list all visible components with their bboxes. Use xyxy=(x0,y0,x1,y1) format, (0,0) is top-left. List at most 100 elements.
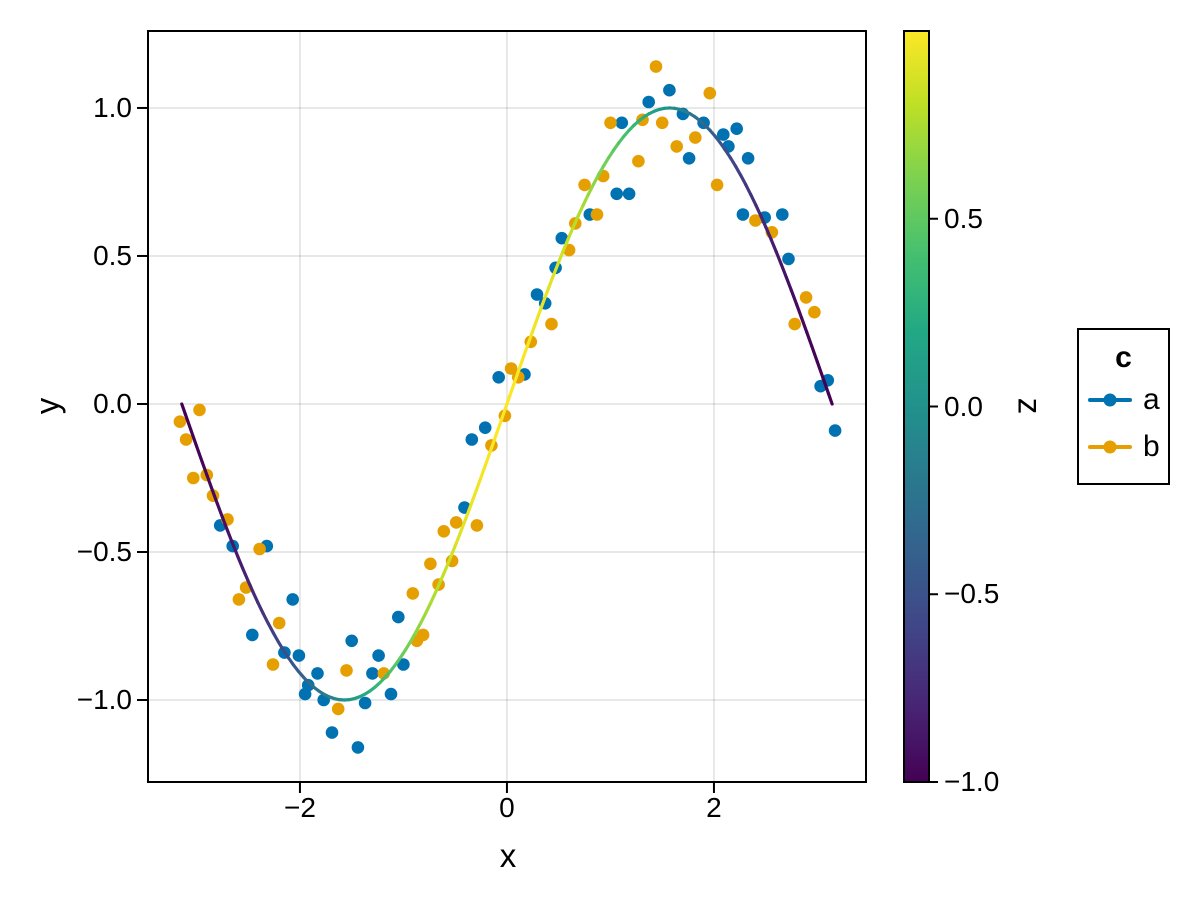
curve-segment xyxy=(789,289,799,306)
curve-segment xyxy=(821,376,831,396)
scatter-point-b xyxy=(749,214,762,227)
scatter-point-b xyxy=(710,178,724,192)
curve-segment xyxy=(449,541,458,558)
curve-segment xyxy=(230,541,240,558)
y-axis-label: y xyxy=(28,397,66,415)
curve-segment xyxy=(556,250,565,267)
curve-segment xyxy=(194,444,204,464)
colorbar-tick-label: 0.0 xyxy=(944,390,983,422)
scatter-point-a xyxy=(465,433,479,446)
curve-segment xyxy=(276,640,285,652)
y-tick-label: 0.0 xyxy=(93,387,132,419)
curve-segment xyxy=(418,611,428,625)
scatter-point-b xyxy=(703,86,717,100)
curve-segment xyxy=(200,460,209,478)
curve-segment xyxy=(495,416,504,435)
scatter-point-b xyxy=(406,587,420,600)
axis-ticks xyxy=(137,106,715,793)
sine-curve xyxy=(180,106,834,702)
scatter-point-a xyxy=(555,231,569,245)
scatter-point-a xyxy=(325,726,339,739)
scatter-point-b xyxy=(340,664,353,677)
curve-segment xyxy=(485,445,494,464)
curve-segment xyxy=(403,640,413,652)
curve-segment xyxy=(479,460,489,478)
curve-segment xyxy=(246,578,255,594)
scatter-point-b xyxy=(604,116,617,130)
curve-segment xyxy=(764,226,773,242)
curve-segment xyxy=(256,601,265,615)
curve-segment xyxy=(271,631,280,644)
curve-segment xyxy=(500,402,509,421)
colorbar-ticks xyxy=(929,217,938,783)
scatter-point-b xyxy=(504,362,518,375)
curve-segment xyxy=(261,611,270,625)
curve-segment xyxy=(535,302,545,320)
scatter-point-a xyxy=(392,610,405,624)
scatter-point-a xyxy=(642,95,655,109)
scatter-point-b xyxy=(788,317,801,331)
legend-title: c xyxy=(1115,341,1132,374)
scatter-point-a xyxy=(246,628,259,642)
scatter-point-a xyxy=(828,424,842,437)
scatter-point-b xyxy=(632,154,645,168)
scatter-point-b xyxy=(470,519,484,532)
curve-segment xyxy=(236,554,245,571)
scatter-point-a xyxy=(782,252,795,266)
scatter-point-a xyxy=(776,208,789,221)
scatter-point-a xyxy=(478,421,492,435)
scatter-point-a xyxy=(730,122,743,135)
scatter-point-a xyxy=(286,593,300,606)
legend-entry-b: b xyxy=(1079,423,1168,470)
y-tick-label: −0.5 xyxy=(76,535,132,567)
x-tick-label: 0 xyxy=(499,792,515,823)
curve-segment xyxy=(215,502,225,519)
scatter-point-a xyxy=(663,83,676,97)
curve-segment xyxy=(439,566,448,582)
curve-segment xyxy=(241,566,250,582)
scatter-point-a xyxy=(311,667,324,680)
curve-segment xyxy=(210,488,219,506)
scatter-point-a xyxy=(384,687,398,701)
scatter-point-a xyxy=(615,116,629,130)
curve-segment xyxy=(266,621,275,635)
scatter-point-b xyxy=(179,433,193,446)
colorbar-tick-label: 0.5 xyxy=(944,202,983,234)
curve-segment xyxy=(794,302,804,320)
scatter-point-a xyxy=(301,678,315,692)
curve-segment xyxy=(413,621,423,635)
scatter-point-b xyxy=(655,116,669,130)
curve-segment xyxy=(815,360,825,381)
curve-segment xyxy=(459,515,468,533)
curve-segment xyxy=(774,250,783,267)
curve-segment xyxy=(183,412,193,431)
curve-segment xyxy=(784,275,794,293)
x-tick-label: −2 xyxy=(283,792,316,823)
curve-segment xyxy=(769,237,778,254)
legend-marker-a xyxy=(1088,393,1132,406)
scatter-point-a xyxy=(345,634,359,648)
curve-segment xyxy=(540,289,550,306)
scatter-point-a xyxy=(351,741,365,754)
scatter-point-b xyxy=(578,178,591,192)
scatter-point-b xyxy=(545,317,558,331)
curve-segment xyxy=(779,262,788,280)
curve-segment xyxy=(739,173,748,187)
scatter-series-b xyxy=(173,60,821,716)
curve-segment xyxy=(515,358,524,377)
curve-segment xyxy=(189,427,199,448)
curve-segment xyxy=(408,631,418,644)
curve-segment xyxy=(545,275,555,293)
curve-segment xyxy=(551,262,560,280)
curve-segment xyxy=(464,502,473,519)
scatter-point-a xyxy=(358,696,372,710)
curve-segment xyxy=(749,193,758,207)
legend-label-a: a xyxy=(1143,382,1160,416)
scatter-point-a xyxy=(610,187,623,201)
scatter-point-b xyxy=(649,60,663,73)
x-axis-label: x xyxy=(499,837,517,874)
scatter-point-b xyxy=(331,702,345,716)
scatter-point-a xyxy=(492,371,506,384)
y-tick-label: 1.0 xyxy=(93,91,132,123)
